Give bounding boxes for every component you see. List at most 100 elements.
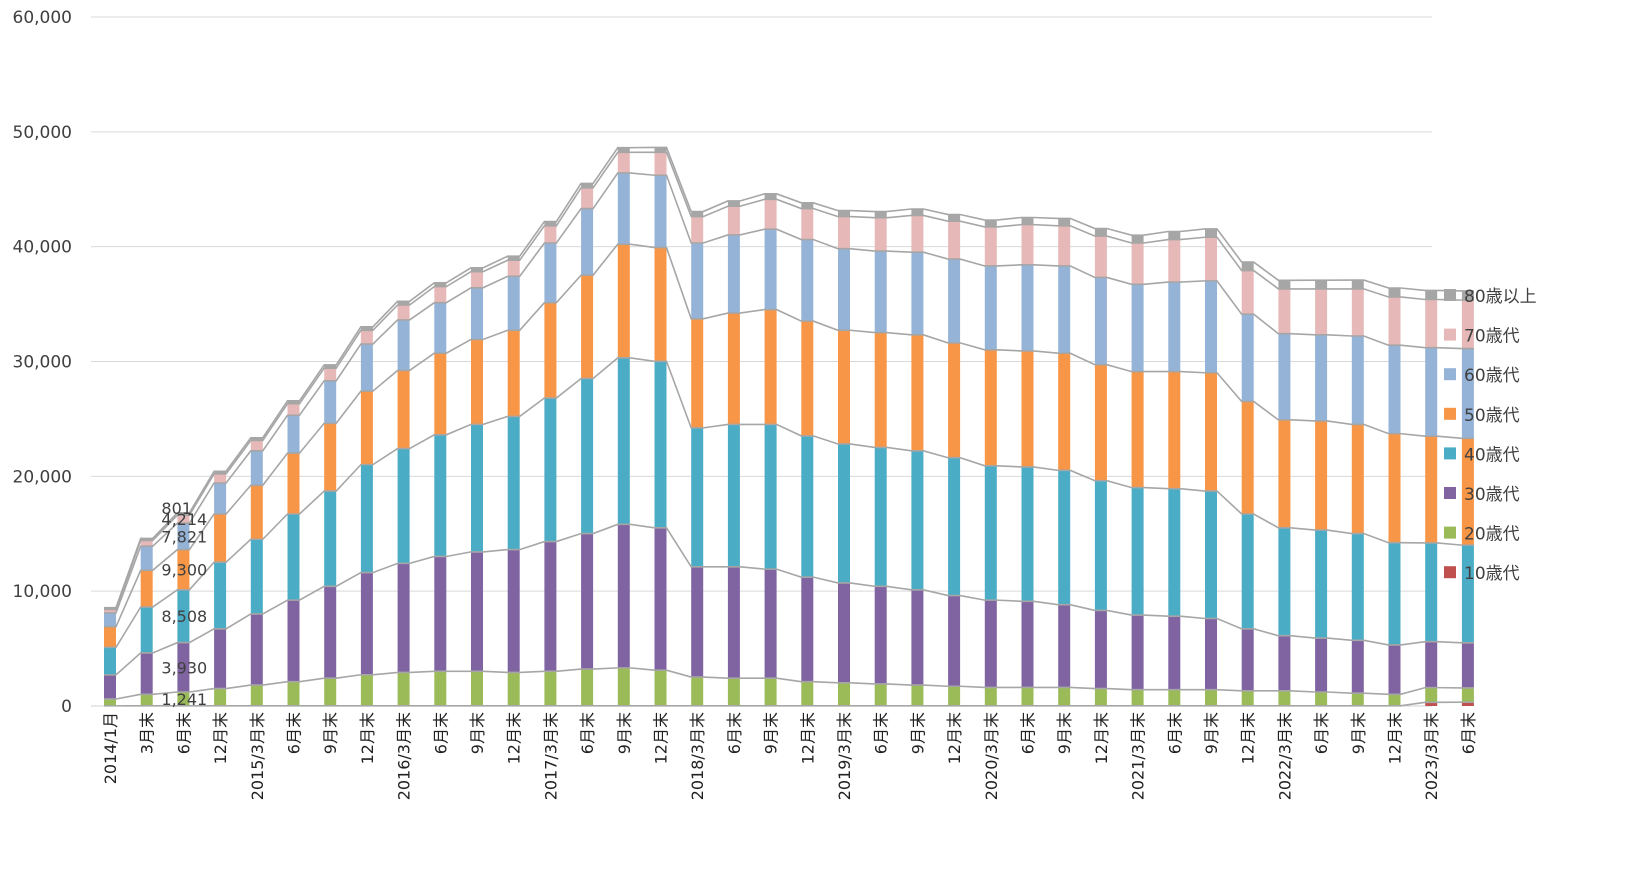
bar-segment [1241, 401, 1254, 514]
bar-segment [1131, 615, 1144, 690]
bar-segment [874, 586, 887, 684]
bar-segment [691, 427, 704, 567]
bar-segment [104, 698, 116, 706]
bar-segment [1388, 644, 1401, 695]
x-tick-label: 2021/3月末 [1129, 712, 1148, 800]
x-tick-label: 6月末 [725, 712, 744, 754]
bar-segment [1241, 628, 1254, 691]
bar-segment [397, 672, 410, 706]
y-tick-label: 0 [61, 697, 72, 717]
bar-segment [1461, 348, 1474, 439]
bar-segment [764, 193, 777, 200]
bar-segment [1461, 687, 1474, 703]
bar-segment [360, 464, 373, 573]
bar-segment [360, 674, 373, 706]
y-tick-label: 50,000 [13, 123, 72, 143]
bar-segment [434, 671, 447, 706]
bar-segment [1351, 288, 1364, 337]
bar-segment [177, 642, 190, 692]
x-tick-label: 12月末 [652, 712, 671, 764]
bar-segment [324, 380, 337, 424]
bar-segment [1058, 687, 1071, 706]
bar-segment [471, 271, 483, 288]
bar-segment [1351, 693, 1364, 706]
x-tick-label: 12月末 [1092, 712, 1111, 764]
bar-segment [984, 465, 997, 601]
x-tick-label: 2014/1月 [101, 712, 120, 784]
bar-segment [471, 551, 483, 672]
bar-segment [948, 686, 961, 706]
x-tick-label: 6月末 [174, 712, 193, 754]
bar-segment [838, 330, 850, 444]
legend-label: 30歳代 [1464, 485, 1520, 505]
bar-segment [801, 208, 814, 240]
bar-segment [1205, 280, 1217, 373]
x-tick-label: 9月末 [1202, 712, 1221, 754]
bar-segment [1315, 334, 1328, 421]
bar-segment [1241, 513, 1254, 629]
bar-segment [654, 670, 667, 706]
bar-segment [1351, 280, 1364, 289]
series-line [104, 172, 1474, 614]
bar-segment [287, 453, 300, 514]
bar-segment [1021, 264, 1034, 351]
x-tick-label: 9月末 [321, 712, 340, 754]
bar-segment [1278, 333, 1291, 420]
bar-segment [544, 671, 557, 706]
bar-segment [801, 681, 814, 706]
bar-segment [1461, 300, 1474, 349]
data-label: 801 [161, 499, 192, 518]
bar-segment [140, 546, 153, 571]
bar-segment [1058, 604, 1071, 688]
bar-segment [1278, 690, 1291, 706]
data-label: 3,930 [161, 658, 207, 677]
x-tick-label: 2022/3月末 [1275, 712, 1294, 800]
bar-segment [1425, 702, 1438, 706]
bar-segment [1168, 231, 1181, 240]
bar-segment [287, 513, 300, 601]
legend-swatch [1444, 289, 1456, 301]
legend-swatch [1444, 526, 1456, 539]
bar-segment [1241, 262, 1254, 271]
bar-segment [948, 457, 961, 596]
bar-segment [471, 339, 483, 425]
bar-segment [1021, 601, 1034, 688]
bar-segment [507, 672, 520, 706]
bar-segment [1168, 616, 1181, 690]
bar-segment [360, 344, 373, 392]
bar-segment [581, 183, 594, 188]
bar-segment [397, 301, 410, 306]
x-tick-label: 3月末 [138, 712, 157, 754]
bar-segment [984, 265, 997, 350]
bar-segment [397, 319, 410, 371]
bar-segment [1425, 641, 1438, 688]
x-tick-label: 6月末 [431, 712, 450, 754]
x-tick-label: 2020/3月末 [982, 712, 1001, 800]
bar-segment [1205, 689, 1217, 706]
bar-segment [1131, 284, 1144, 372]
bar-segment [177, 515, 190, 524]
data-label: 1,241 [161, 690, 207, 709]
bar-segment [581, 275, 594, 379]
bar-segment [1278, 635, 1291, 691]
bar-segment [1168, 689, 1181, 706]
bar-segment [727, 313, 740, 425]
bar-segment [1388, 694, 1401, 706]
legend-label: 80歳以上 [1464, 287, 1537, 307]
bar-segment [507, 549, 520, 673]
bar-segment [617, 357, 630, 525]
data-label: 4,214 [161, 510, 207, 529]
x-tick-label: 9月末 [615, 712, 634, 754]
bar-segment [1315, 288, 1328, 335]
x-tick-label: 12月末 [945, 712, 964, 764]
bar-segment [1461, 545, 1474, 643]
bar-segment [324, 586, 337, 679]
bar-segment [287, 600, 300, 682]
bar-segment [1241, 314, 1254, 402]
series-line [104, 523, 1474, 676]
bar-segment [801, 435, 814, 578]
legend-swatch [1444, 407, 1456, 420]
bar-segment [617, 172, 630, 245]
bar-segment [360, 326, 373, 331]
bar-segment [581, 669, 594, 706]
